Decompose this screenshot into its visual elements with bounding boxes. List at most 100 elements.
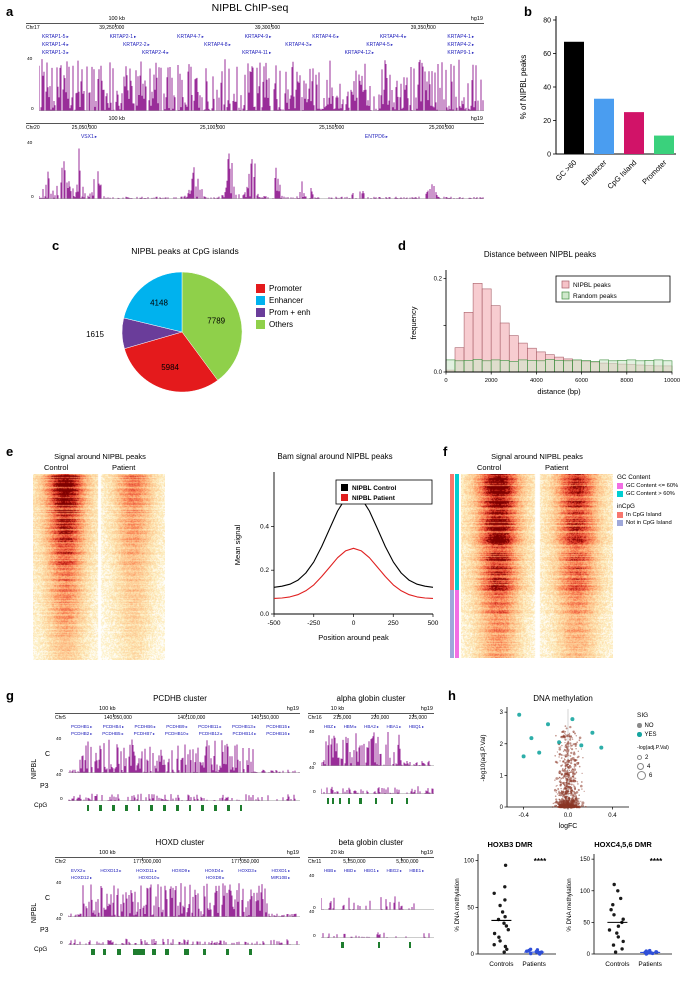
volcano-point — [569, 742, 572, 745]
pie-slice — [181, 271, 243, 381]
volcano-point — [574, 788, 577, 790]
gene-label: KRTAP9-1 — [447, 50, 474, 56]
gene-label: HOXD8 — [206, 875, 224, 880]
axis-text: NIPBL Control — [352, 485, 396, 492]
axis-text: NIPBL Patient — [352, 495, 396, 502]
volcano-point — [555, 791, 557, 793]
volcano-point — [568, 773, 570, 776]
volcano-point — [567, 766, 569, 768]
volcano-point — [567, 752, 569, 755]
significant-point — [546, 722, 550, 727]
y-max-label: 40 — [27, 57, 33, 62]
volcano-point — [570, 783, 573, 786]
chrom-label: Chr20 — [26, 125, 40, 131]
gene-label: KRTAP4-8 — [204, 42, 231, 48]
gene-label: HOXD4 — [205, 868, 223, 873]
volcano-point — [576, 781, 579, 783]
control-point — [502, 921, 506, 925]
legend-label: YES — [644, 731, 657, 738]
legend-title: inCpG — [617, 503, 635, 510]
legend-swatch — [617, 491, 623, 497]
axis-text: 2 — [500, 742, 504, 748]
coord-label: 140,150,000 — [251, 715, 279, 721]
volcano-point — [562, 788, 565, 790]
gene-row: HOXD12 HOXD10 HOXD8 MIR10B — [55, 874, 300, 881]
panel-label-e: e — [6, 444, 14, 459]
volcano-point — [581, 772, 583, 774]
y-max-label: 40 — [56, 881, 62, 886]
axis-text: **** — [534, 857, 547, 866]
volcano-point — [565, 783, 568, 786]
genome-label: hg19 — [420, 850, 433, 856]
gene-label: KRTAP2-4 — [142, 50, 169, 56]
volcano-point — [573, 773, 575, 775]
volcano-point — [574, 804, 578, 807]
y-max-label: 40 — [309, 766, 315, 771]
volcano-point — [564, 742, 566, 744]
axis-text: 0 — [500, 805, 504, 811]
volcano-point — [562, 795, 565, 798]
gene-label: HBA1 — [386, 724, 401, 729]
chip-signal-track — [39, 148, 484, 199]
volcano-point — [554, 804, 557, 808]
legend-label: Prom + enh — [269, 308, 311, 317]
volcano-point — [574, 744, 577, 747]
axis-text: GC >60 — [554, 158, 579, 183]
volcano-point — [577, 750, 579, 752]
volcano-point — [585, 805, 587, 808]
axis-text: 0.2 — [260, 567, 269, 574]
gene-label: KRTAP4-5 — [366, 42, 393, 48]
legend-label: Others — [269, 320, 294, 329]
gene-label: HBZ — [324, 724, 336, 729]
patient-point — [529, 951, 533, 956]
ruler-tick — [445, 124, 447, 127]
legend-title: -log(adj.P.Val) — [637, 745, 669, 751]
volcano-point — [564, 749, 566, 752]
volcano-point — [571, 745, 573, 747]
volcano-point — [567, 796, 570, 799]
gene-label: HOXD10 — [138, 875, 159, 880]
scale-label: 20 kb — [330, 850, 345, 856]
axis-text: 100 — [580, 889, 591, 895]
volcano-point — [558, 794, 561, 796]
ruler-tick — [335, 124, 337, 127]
genome-label: hg19 — [286, 850, 299, 856]
volcano-point — [563, 784, 565, 786]
control-point — [612, 882, 616, 887]
volcano-point — [563, 769, 567, 773]
ruler-tick — [259, 714, 261, 717]
gene-label: PCDHB10 — [165, 731, 189, 736]
volcano-point — [570, 766, 572, 768]
y-min-label: 0 — [313, 906, 316, 911]
control-point — [498, 939, 502, 943]
axis-text: NIPBL peaks — [573, 282, 611, 289]
volcano-point — [558, 772, 561, 774]
axis-text: 500 — [428, 620, 439, 627]
legend-label: 6 — [649, 772, 653, 779]
hist-bar — [545, 359, 555, 373]
control-point — [612, 913, 616, 917]
gene-label: KRTAP1-5 — [42, 34, 69, 40]
chip-signal-track — [68, 739, 300, 773]
volcano-point — [570, 789, 572, 791]
cpg-island-box — [116, 949, 122, 955]
cpg-island-box — [225, 949, 230, 955]
bar — [594, 98, 614, 154]
volcano-point — [563, 785, 566, 787]
volcano-point — [575, 735, 577, 737]
legend-item: NO — [637, 721, 685, 730]
heatmap-annotation-strips — [450, 474, 459, 658]
volcano-point — [556, 793, 558, 795]
volcano-point — [560, 777, 563, 780]
cpg-island-box — [375, 798, 378, 804]
volcano-point — [578, 765, 581, 768]
hist-bar — [662, 360, 673, 373]
volcano-point — [576, 741, 578, 743]
volcano-point — [575, 795, 577, 797]
volcano-point — [573, 777, 575, 779]
volcano-point — [554, 805, 556, 807]
axis-text: 250 — [388, 620, 399, 627]
volcano-point — [570, 747, 572, 749]
hist-bar — [481, 288, 492, 373]
